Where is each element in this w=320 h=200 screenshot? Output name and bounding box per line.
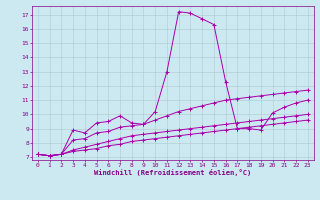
X-axis label: Windchill (Refroidissement éolien,°C): Windchill (Refroidissement éolien,°C) [94, 169, 252, 176]
